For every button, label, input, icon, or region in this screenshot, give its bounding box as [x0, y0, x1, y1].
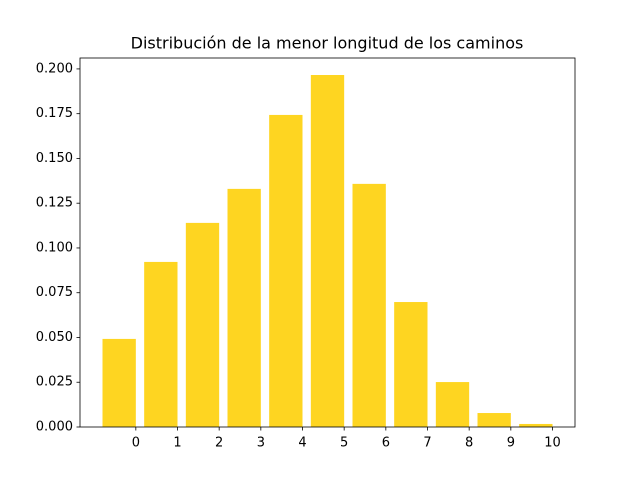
plot-frame [79, 57, 576, 428]
x-tick-label: 8 [465, 436, 473, 451]
y-tick-label: 0.100 [36, 240, 73, 255]
bar [269, 114, 303, 427]
x-tick-label: 2 [215, 436, 223, 451]
bar [435, 382, 470, 427]
bar [310, 75, 345, 428]
x-tick-label: 9 [507, 436, 515, 451]
y-tick-label: 0.050 [36, 330, 73, 345]
x-tick-label: 1 [173, 436, 181, 451]
x-tick-label: 3 [257, 436, 265, 451]
bar [185, 222, 220, 427]
y-tick-label: 0.125 [36, 196, 73, 211]
bar [519, 423, 553, 427]
bar [394, 302, 428, 427]
y-tick-label: 0.200 [36, 61, 73, 76]
x-tick-label: 7 [423, 436, 431, 451]
x-tick-label: 0 [132, 436, 140, 451]
x-tick-label: 4 [298, 436, 306, 451]
bar [102, 338, 136, 427]
bar [144, 261, 178, 427]
y-tick-label: 0.175 [36, 106, 73, 121]
bar [352, 183, 386, 427]
bar [477, 413, 511, 427]
y-tick-label: 0.000 [36, 420, 73, 435]
x-tick-label: 6 [382, 436, 390, 451]
x-tick-label: 10 [544, 436, 561, 451]
y-tick-label: 0.075 [36, 285, 73, 300]
bar [227, 188, 261, 427]
x-tick-label: 5 [340, 436, 348, 451]
y-tick-label: 0.150 [36, 151, 73, 166]
chart-title: Distribución de la menor longitud de los… [131, 34, 524, 53]
y-tick-label: 0.025 [36, 375, 73, 390]
